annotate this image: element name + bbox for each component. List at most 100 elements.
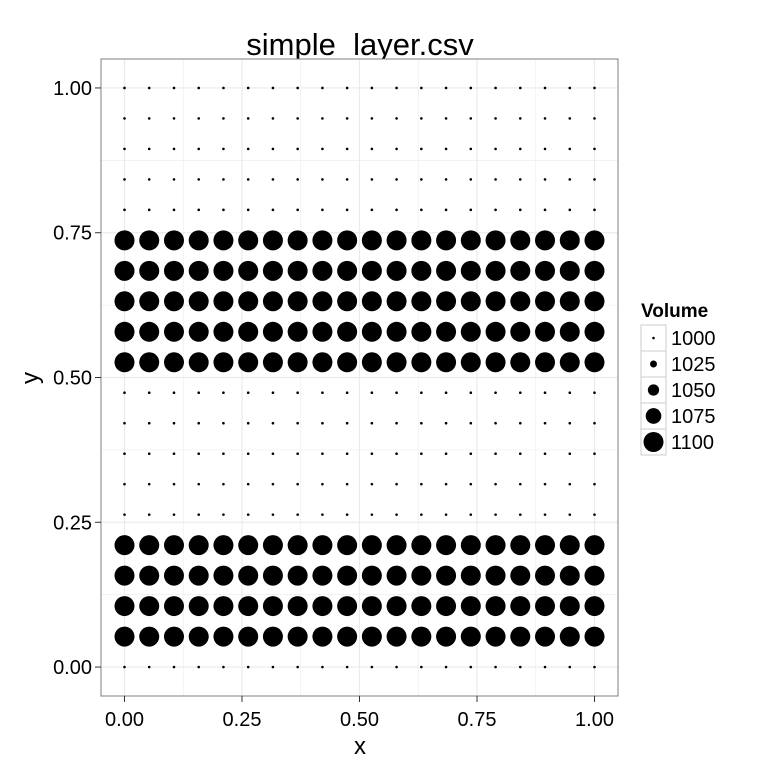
data-point <box>139 626 160 647</box>
data-point <box>337 352 358 373</box>
data-point <box>345 513 349 516</box>
data-point <box>271 482 275 486</box>
legend-label: 1025 <box>671 354 716 376</box>
data-point <box>287 596 308 617</box>
data-point <box>593 391 596 395</box>
data-point <box>469 421 473 425</box>
data-point <box>444 86 448 90</box>
data-point <box>296 86 299 90</box>
data-point <box>469 117 473 120</box>
data-point <box>386 260 407 281</box>
data-point <box>345 117 349 120</box>
data-point <box>444 513 448 516</box>
data-point <box>163 565 184 586</box>
data-point <box>123 86 126 90</box>
data-point <box>370 117 374 120</box>
data-point <box>568 513 572 516</box>
data-point <box>271 665 275 669</box>
data-point <box>559 596 580 617</box>
data-point <box>213 596 234 617</box>
data-point <box>296 421 299 425</box>
data-point <box>386 535 407 556</box>
data-point <box>370 391 374 395</box>
y-axis-label: y <box>17 372 44 384</box>
data-point <box>271 86 275 90</box>
data-point <box>559 535 580 556</box>
data-point <box>238 626 259 647</box>
data-point <box>411 352 432 373</box>
data-point <box>345 421 349 425</box>
data-point <box>395 482 398 486</box>
data-point <box>535 565 556 586</box>
data-point <box>172 208 176 212</box>
data-point <box>593 421 596 425</box>
data-point <box>518 421 522 425</box>
data-point <box>147 421 151 425</box>
data-point <box>114 321 135 342</box>
data-point <box>436 260 457 281</box>
data-point <box>568 391 572 395</box>
data-point <box>296 117 299 120</box>
data-point <box>172 452 176 456</box>
data-point <box>485 291 506 312</box>
data-point <box>559 260 580 281</box>
data-point <box>494 86 497 90</box>
data-point <box>469 513 473 516</box>
data-point <box>345 178 349 181</box>
data-point <box>593 513 596 516</box>
data-point <box>444 208 448 212</box>
data-point <box>213 230 234 251</box>
data-point <box>296 513 299 516</box>
data-point <box>568 208 572 212</box>
data-point <box>337 321 358 342</box>
data-point <box>395 208 398 212</box>
data-point <box>296 452 299 456</box>
data-point <box>370 147 374 151</box>
data-point <box>370 513 374 516</box>
data-point <box>238 565 259 586</box>
data-point <box>114 230 135 251</box>
legend-key-point <box>650 360 657 368</box>
data-point <box>444 421 448 425</box>
data-point <box>469 178 473 181</box>
data-point <box>197 452 201 456</box>
data-point <box>123 482 126 486</box>
data-point <box>370 421 374 425</box>
data-point <box>510 565 531 586</box>
data-point <box>321 178 324 181</box>
data-point <box>123 452 126 456</box>
data-point <box>559 230 580 251</box>
data-point <box>411 291 432 312</box>
data-point <box>584 535 605 556</box>
data-point <box>436 291 457 312</box>
data-point <box>262 352 283 373</box>
data-point <box>386 626 407 647</box>
data-point <box>139 291 160 312</box>
x-tick-label: 0.00 <box>105 709 144 731</box>
data-point <box>296 665 299 669</box>
data-point <box>420 513 423 516</box>
data-point <box>197 391 201 395</box>
data-point <box>460 321 481 342</box>
data-point <box>395 117 398 120</box>
data-point <box>213 260 234 281</box>
data-point <box>444 452 448 456</box>
data-point <box>287 321 308 342</box>
data-point <box>262 230 283 251</box>
data-point <box>296 208 299 212</box>
data-point <box>485 260 506 281</box>
data-point <box>395 421 398 425</box>
data-point <box>337 535 358 556</box>
chart-title: simple_layer.csv <box>246 27 474 62</box>
data-point <box>494 513 497 516</box>
data-point <box>271 117 275 120</box>
data-point <box>361 535 382 556</box>
data-point <box>345 86 349 90</box>
data-point <box>535 535 556 556</box>
data-point <box>345 391 349 395</box>
data-point <box>444 178 448 181</box>
data-point <box>197 482 201 486</box>
legend-label: 1000 <box>671 328 716 350</box>
data-point <box>163 230 184 251</box>
